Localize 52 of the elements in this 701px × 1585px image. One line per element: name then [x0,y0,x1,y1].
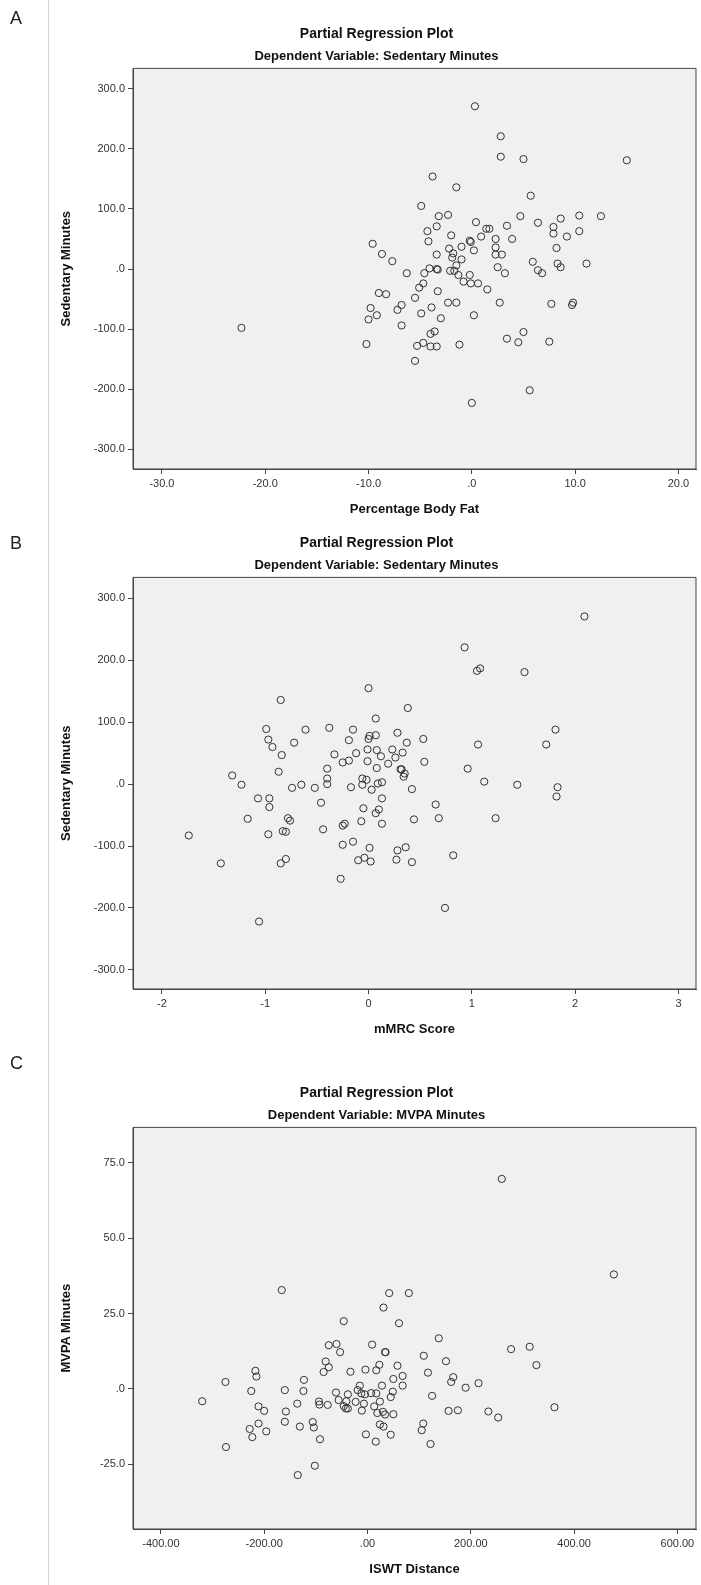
x-tick-label: -400.00 [142,1536,180,1549]
x-axis-title: mMRC Score [374,1020,455,1036]
chart-subtitle: Dependent Variable: Sedentary Minutes [254,48,499,64]
y-tick-label: -300.0 [93,442,125,455]
x-tick-label: .00 [359,1536,376,1549]
y-tick-label: .0 [115,1381,125,1394]
x-tick-label: -10.0 [355,476,382,489]
y-tick-label: 100.0 [97,201,125,214]
x-tick-label: 0 [365,996,372,1009]
x-tick-label: 600.00 [660,1536,695,1549]
x-tick-label: -30.0 [149,476,175,489]
x-tick-label: -20.0 [252,476,278,489]
y-tick-label: 25.0 [103,1306,125,1319]
y-tick-label: 100.0 [97,715,125,728]
y-tick-label: 300.0 [97,591,125,604]
y-axis-title: Sedentary Minutes [58,210,74,327]
x-axis-title: Percentage Body Fat [349,500,480,516]
y-tick-label: -200.0 [93,382,125,395]
y-tick-label: 200.0 [97,141,125,154]
x-tick-label: 400.00 [557,1536,591,1549]
y-tick-label: 300.0 [97,81,125,94]
x-tick-label: -2 [157,996,167,1009]
x-tick-label: 2 [572,996,579,1009]
x-axis-title: ISWT Distance [369,1560,460,1576]
chart-title: Partial Regression Plot [299,534,454,551]
y-axis-title: MVPA Minutes [58,1283,74,1373]
x-tick-label: -200.00 [245,1536,283,1549]
x-tick-label: 1 [468,996,475,1009]
chart-title: Partial Regression Plot [299,25,454,42]
x-tick-label: .0 [467,476,477,489]
text: C [10,1053,23,1074]
y-tick-label: 200.0 [97,653,125,666]
y-tick-label: 50.0 [103,1231,125,1244]
y-tick-label: .0 [115,777,125,790]
y-tick-label: -100.0 [93,322,125,335]
y-tick-label: -300.0 [93,962,125,975]
chart-subtitle: Dependent Variable: MVPA Minutes [267,1107,486,1123]
y-axis-title: Sedentary Minutes [58,725,74,841]
text: A [10,8,23,29]
y-tick-label: -200.0 [93,900,125,913]
y-tick-label: 75.0 [103,1155,125,1168]
y-tick-label: .0 [115,262,125,275]
x-tick-label: 200.00 [453,1536,488,1549]
chart-title: Partial Regression Plot [299,1084,454,1101]
y-tick-label: -100.0 [93,839,125,852]
x-tick-label: 3 [675,996,682,1009]
x-tick-label: -1 [260,996,271,1009]
x-tick-label: 10.0 [564,476,586,489]
y-tick-label: -25.0 [99,1457,125,1470]
text: B [10,533,23,554]
chart-subtitle: Dependent Variable: Sedentary Minutes [254,557,499,573]
x-tick-label: 20.0 [667,476,690,489]
